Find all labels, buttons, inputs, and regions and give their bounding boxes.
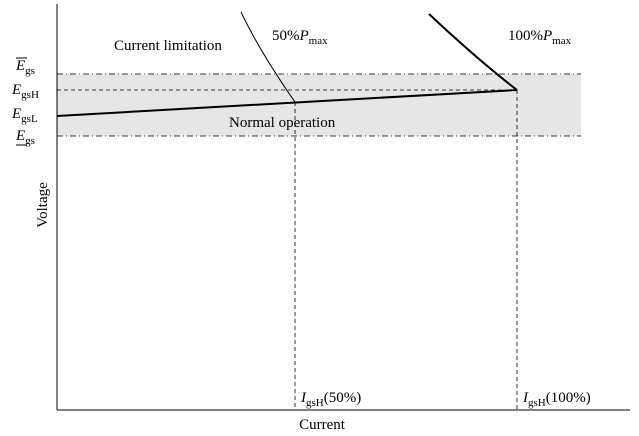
operating-line xyxy=(56,89,518,117)
p50-curve xyxy=(240,11,296,103)
svg-text:EgsH: EgsH xyxy=(11,82,39,101)
svg-text:Egs: Egs xyxy=(15,58,35,77)
x-axis-label: Current xyxy=(299,417,346,433)
label-egsl: EgsL xyxy=(11,106,38,125)
y-axis-label: Voltage xyxy=(35,182,51,228)
p100-curve xyxy=(428,13,518,91)
normal-operation-band xyxy=(57,74,581,136)
svg-text:EgsL: EgsL xyxy=(11,106,38,125)
current-limitation-label: Current limitation xyxy=(114,38,222,54)
label-egs-lower: Egs xyxy=(15,128,35,147)
label-egs-upper: Egs xyxy=(15,57,35,77)
p100-label: 100%Pmax xyxy=(508,28,572,47)
igsh50-label: IgsH(50%) xyxy=(300,390,361,409)
svg-text:Egs: Egs xyxy=(15,128,35,147)
label-egsh: EgsH xyxy=(11,82,39,101)
p50-label: 50%Pmax xyxy=(272,28,328,47)
normal-operation-label: Normal operation xyxy=(229,115,336,131)
igsh100-label: IgsH(100%) xyxy=(522,390,591,409)
